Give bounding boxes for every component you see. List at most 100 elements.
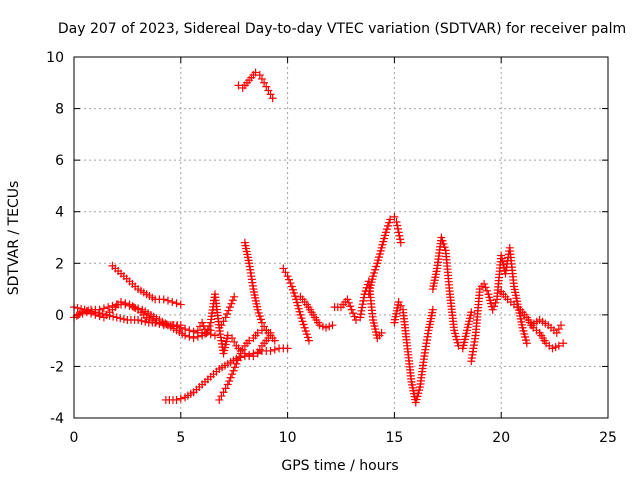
data-point [215,395,224,404]
data-point [206,330,215,339]
data-point [358,303,367,312]
data-point [481,283,490,292]
data-point [285,275,294,284]
plot-frame [73,56,609,419]
data-point [137,316,146,325]
data-point [428,305,437,314]
data-point [230,292,239,301]
data-point [223,331,232,340]
data-point [347,305,356,314]
data-point [245,336,254,345]
series-arc14 [364,212,405,299]
data-point [109,312,118,321]
data-point [176,300,185,309]
data-point [226,373,235,382]
data-point [198,318,207,327]
series-arc8 [217,292,239,330]
data-point [249,352,258,361]
data-point [396,235,405,244]
data-point [351,316,360,325]
data-point [202,328,211,337]
data-point [227,299,236,308]
data-point [349,309,358,318]
y-tick-label: 2 [55,256,64,272]
data-point [281,268,290,277]
y-tick-label: 4 [55,205,64,221]
data-point [257,74,266,83]
series-arc15 [390,297,437,407]
data-point [116,297,125,306]
data-point [262,82,271,91]
data-point [357,306,366,315]
data-points [70,68,568,407]
data-point [104,303,113,312]
data-point [105,311,114,320]
data-point [554,341,563,350]
data-point [102,310,111,319]
data-point [393,224,402,233]
data-point [168,297,177,306]
data-point [203,325,212,334]
data-point [350,312,359,321]
series-arc17 [467,243,531,366]
data-point [554,325,563,334]
series-arc5 [161,344,292,404]
data-point [74,310,83,319]
grid-lines [74,57,608,418]
data-point [176,394,185,403]
data-point [225,303,234,312]
data-point [488,305,497,314]
series-arc19 [527,316,566,337]
data-point [155,318,164,327]
data-point [230,363,239,372]
data-point [266,346,275,355]
data-point [91,308,100,317]
data-point [116,314,125,323]
data-point [286,279,295,288]
data-point [260,322,269,331]
data-point [162,320,171,329]
data-point [228,296,237,305]
data-point [395,231,404,240]
data-point [283,344,292,353]
data-point [73,303,82,312]
data-point [264,86,273,95]
series-arc18 [497,287,568,353]
data-point [260,78,269,87]
data-point [266,90,275,99]
y-tick-label: -2 [50,359,64,375]
data-point [159,319,167,328]
data-point [87,307,96,316]
data-point [189,327,198,336]
axis-ticks [73,56,609,419]
data-point [270,336,279,345]
data-point [304,336,313,345]
data-point [119,315,128,324]
y-tick-label: 0 [55,308,64,324]
data-point [229,366,238,375]
data-point [358,300,367,309]
data-point [172,395,181,404]
data-point [84,306,93,315]
data-point [394,228,403,237]
data-point [232,359,241,368]
data-point [121,299,130,308]
data-point [377,328,386,337]
x-tick-label: 10 [279,430,297,446]
data-point [279,264,288,273]
data-point [225,377,234,386]
data-point [238,345,247,354]
data-point [221,384,230,393]
data-point [328,321,337,330]
y-tick-label: 10 [46,50,64,66]
data-point [283,272,292,281]
data-point [77,304,86,313]
data-point [557,321,566,330]
data-point [94,309,103,318]
data-point [159,295,168,304]
data-point [223,309,232,318]
y-tick-labels: -4 -2 0 2 4 6 8 10 [46,50,64,427]
x-axis-title: GPS time / hours [281,458,398,474]
data-point [356,313,365,322]
